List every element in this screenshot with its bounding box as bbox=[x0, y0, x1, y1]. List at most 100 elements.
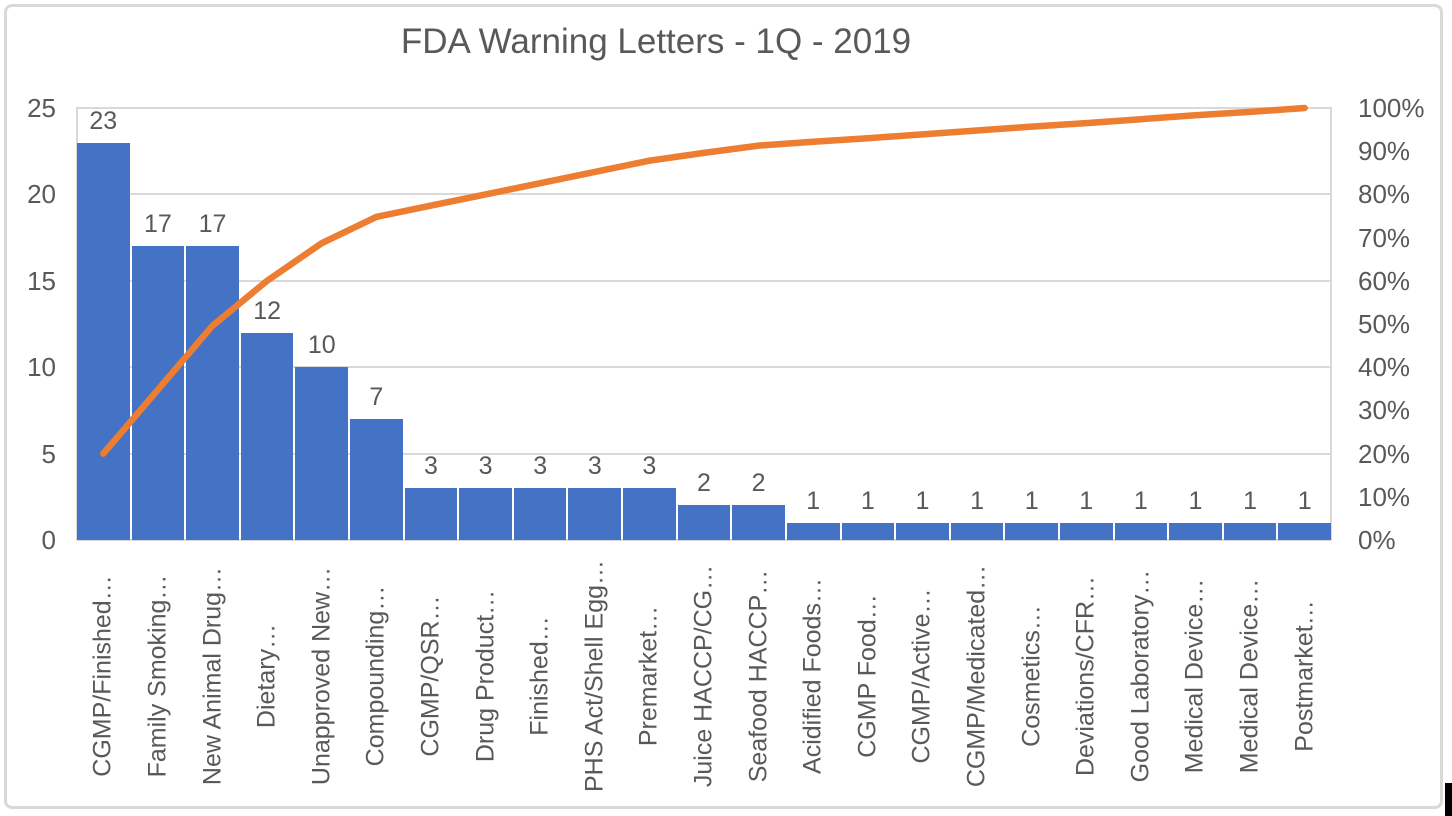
bar-12 bbox=[677, 505, 731, 540]
x-category-cell: PHS Act/Shell Egg… bbox=[567, 548, 622, 804]
x-category-label: Good Laboratory… bbox=[1126, 569, 1155, 783]
right-axis-tick: 70% bbox=[1358, 222, 1411, 253]
bar-data-label: 2 bbox=[751, 469, 766, 498]
chart-title: FDA Warning Letters - 1Q - 2019 bbox=[400, 22, 912, 61]
right-axis-tick: 90% bbox=[1358, 136, 1411, 167]
bar-7 bbox=[404, 488, 458, 540]
x-category-cell: Compounding… bbox=[349, 548, 404, 804]
bar-data-label: 1 bbox=[970, 486, 984, 515]
bar-16 bbox=[896, 522, 949, 540]
x-category-cell: CGMP/Active… bbox=[895, 548, 950, 804]
bar-19 bbox=[1059, 522, 1113, 540]
grid-line bbox=[76, 107, 1332, 109]
x-category-label: CGMP/Medicated… bbox=[962, 564, 991, 788]
x-category-label: Seafood HACCP… bbox=[744, 569, 773, 783]
bar-9 bbox=[513, 488, 567, 540]
bar-data-label: 1 bbox=[1079, 486, 1094, 515]
x-category-label: Premarket… bbox=[634, 605, 663, 747]
bar-data-label: 3 bbox=[642, 452, 657, 481]
bar-data-label: 3 bbox=[478, 452, 493, 481]
bar-data-label: 1 bbox=[1297, 486, 1312, 515]
x-category-cell: Dietary… bbox=[240, 548, 295, 804]
x-category-cell: Deviations/CFR… bbox=[1059, 548, 1114, 804]
x-category-label: Dietary… bbox=[252, 623, 281, 729]
x-category-cell: Unapproved New… bbox=[294, 548, 349, 804]
bar-23 bbox=[1278, 522, 1331, 540]
x-category-label: Medical Device… bbox=[1180, 578, 1209, 774]
x-category-cell: CGMP/Medicated… bbox=[950, 548, 1005, 804]
right-axis-tick: 40% bbox=[1358, 352, 1411, 383]
axis-line bbox=[1330, 108, 1332, 540]
x-category-cell: Medical Device… bbox=[1168, 548, 1223, 804]
x-category-cell: Postmarket… bbox=[1277, 548, 1332, 804]
x-category-cell: CGMP/Finished… bbox=[76, 548, 131, 804]
right-axis-tick: 30% bbox=[1358, 395, 1411, 426]
x-category-cell: CGMP Food… bbox=[841, 548, 896, 804]
right-axis-tick: 60% bbox=[1358, 265, 1411, 296]
bar-18 bbox=[1005, 522, 1058, 540]
bar-data-label: 12 bbox=[253, 296, 282, 325]
left-axis-tick: 5 bbox=[41, 438, 56, 469]
x-category-label: Drug Product… bbox=[471, 589, 500, 763]
bar-8 bbox=[459, 488, 512, 540]
x-category-label: CGMP Food… bbox=[853, 594, 882, 758]
grid-line bbox=[76, 539, 1332, 541]
screen-edge-artifact bbox=[1445, 783, 1452, 816]
bar-10 bbox=[568, 488, 622, 540]
bar-6 bbox=[350, 419, 403, 540]
x-category-cell: Juice HACCP/CG… bbox=[677, 548, 732, 804]
left-axis-tick: 15 bbox=[27, 265, 56, 296]
bar-11 bbox=[623, 488, 676, 540]
x-category-label: CGMP/QSR… bbox=[416, 595, 445, 757]
bar-22 bbox=[1223, 522, 1277, 540]
grid-line bbox=[76, 452, 1332, 455]
right-axis-tick: 100% bbox=[1358, 93, 1425, 123]
cumulative-percent-line bbox=[100, 104, 1308, 457]
bar-5 bbox=[295, 367, 349, 540]
right-axis-tick: 20% bbox=[1358, 438, 1411, 469]
x-category-cell: Medical Device… bbox=[1223, 548, 1278, 804]
bar-data-label: 7 bbox=[369, 383, 384, 412]
bar-data-label: 1 bbox=[1024, 486, 1039, 515]
bar-data-label: 17 bbox=[143, 210, 172, 239]
x-category-label: Acidified Foods… bbox=[798, 578, 827, 774]
bar-data-label: 1 bbox=[1188, 486, 1203, 515]
bar-data-label: 23 bbox=[89, 106, 118, 135]
bar-data-label: 2 bbox=[697, 469, 711, 498]
right-axis-tick: 80% bbox=[1358, 179, 1411, 210]
bar-data-label: 1 bbox=[860, 486, 875, 515]
x-category-cell: Cosmetics… bbox=[1004, 548, 1059, 804]
left-axis-tick: 20 bbox=[27, 179, 56, 210]
bar-data-label: 1 bbox=[915, 486, 930, 515]
bar-3 bbox=[186, 246, 239, 540]
x-category-cell: Seafood HACCP… bbox=[731, 548, 786, 804]
bar-13 bbox=[732, 505, 785, 540]
left-axis-tick: 0 bbox=[41, 525, 56, 555]
x-category-cell: Good Laboratory… bbox=[1114, 548, 1169, 804]
bar-1 bbox=[77, 142, 130, 540]
bar-data-label: 3 bbox=[533, 452, 548, 481]
x-category-label: New Animal Drug… bbox=[198, 566, 227, 786]
x-category-label: Unapproved New… bbox=[307, 566, 336, 786]
bar-data-label: 3 bbox=[587, 452, 602, 481]
bar-data-label: 1 bbox=[1133, 486, 1148, 515]
x-category-label: Compounding… bbox=[361, 585, 390, 767]
x-category-label: Deviations/CFR… bbox=[1071, 575, 1100, 777]
grid-line bbox=[76, 193, 1332, 196]
x-category-cell: Family Smoking… bbox=[131, 548, 186, 804]
bar-data-label: 10 bbox=[307, 331, 336, 360]
bar-21 bbox=[1169, 522, 1222, 540]
x-category-label: Medical Device… bbox=[1235, 578, 1264, 774]
cumulative-line-layer bbox=[100, 104, 1308, 457]
x-category-cell: Premarket… bbox=[622, 548, 677, 804]
bar-17 bbox=[950, 522, 1004, 540]
left-axis-tick: 10 bbox=[27, 352, 56, 383]
x-category-label: Postmarket… bbox=[1290, 600, 1319, 752]
grid-line bbox=[76, 279, 1332, 282]
x-category-cell: Finished… bbox=[513, 548, 568, 804]
x-category-label: Cosmetics… bbox=[1017, 605, 1046, 747]
x-category-cell: New Animal Drug… bbox=[185, 548, 240, 804]
bar-15 bbox=[841, 522, 895, 540]
left-axis-tick: 25 bbox=[27, 93, 56, 123]
